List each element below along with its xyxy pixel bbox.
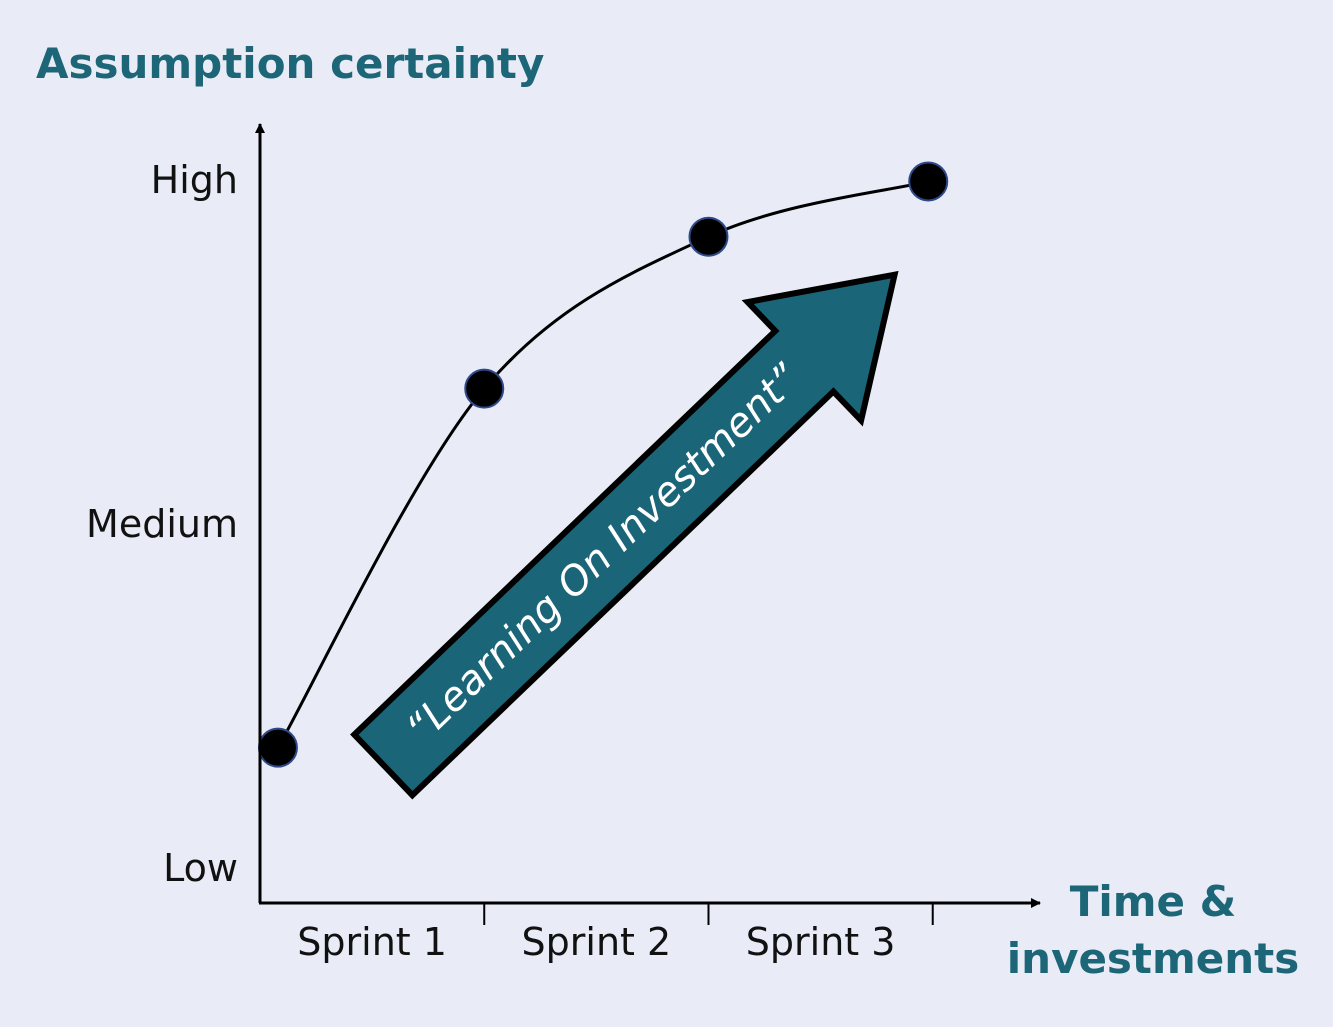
x-tick-label: Sprint 3 [746, 920, 896, 964]
x-axis-title: Time & investments [1007, 877, 1299, 983]
data-points [257, 161, 949, 768]
data-point [257, 727, 298, 768]
x-tick-label: Sprint 1 [297, 920, 447, 964]
y-tick-label: High [151, 158, 238, 202]
x-ticks: Sprint 1 Sprint 2 Sprint 3 [297, 903, 934, 964]
y-ticks: Low Medium High [86, 158, 238, 890]
y-axis-title: Assumption certainty [36, 39, 544, 88]
certainty-curve [276, 179, 929, 749]
learning-arrow-label: “Learning On Investment” [398, 356, 809, 753]
learning-arrow: “Learning On Investment” [350, 270, 899, 800]
data-point [688, 216, 729, 257]
learning-arrow-shape [350, 270, 899, 800]
data-point [464, 368, 505, 409]
x-axis-title-line-2: investments [1007, 934, 1299, 983]
x-axis-title-line-1: Time & [1070, 877, 1237, 926]
x-tick-label: Sprint 2 [522, 920, 672, 964]
y-tick-label: Medium [86, 502, 238, 546]
data-point [908, 161, 949, 202]
y-tick-label: Low [163, 846, 238, 890]
